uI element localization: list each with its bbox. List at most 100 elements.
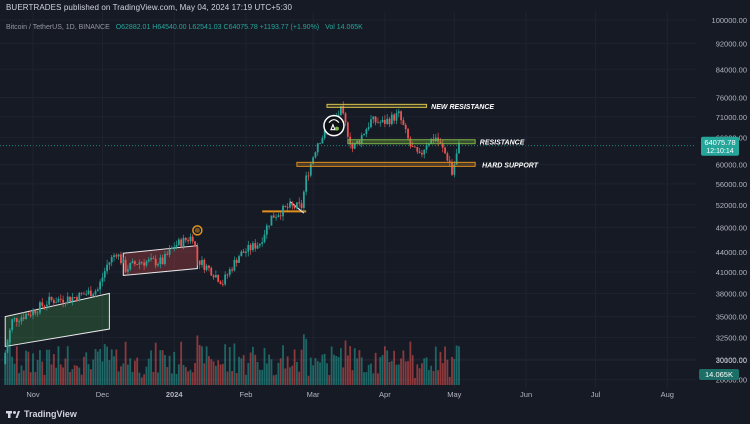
volume-bar [36,360,39,385]
price-tick-label: 38000.00 [716,289,747,298]
candle-body [85,293,88,295]
candle-body [421,152,423,155]
volume-bar [85,352,88,385]
volume-bar [268,354,271,385]
symbol-name[interactable]: Bitcoin / TetherUS, 1D, BINANCE [6,24,110,31]
volume-bar [233,343,236,385]
volume-bar [404,361,407,385]
volume-bar [277,362,280,385]
candle-body [458,142,460,154]
candle-body [171,247,173,249]
candle-body [219,281,222,284]
volume-bar [455,345,458,385]
volume-bar [196,335,199,385]
price-tick-label: 35000.00 [716,313,747,322]
volume-bar [411,355,414,385]
candle-body [427,143,430,146]
candle-body [358,140,361,144]
volume-bar [430,365,433,385]
candle-body [367,127,370,130]
candle-body [242,251,245,253]
candle-body [94,291,97,295]
candle-body [256,245,259,249]
candle-body [196,246,199,261]
candle-body [231,269,233,271]
volume-bar [66,346,69,385]
volume-bar [154,342,157,385]
volume-bar [279,358,282,385]
candle-body [159,257,162,265]
volume-bar [45,349,48,385]
time-axis: Nov Dec 2024 Feb Mar Apr May Jun Jul Aug [26,390,674,399]
candle-body [80,292,83,294]
volume-bar [265,363,268,385]
volume-bar [323,353,326,385]
time-tick-label: Apr [379,390,391,399]
price-tick-label: 100000.00 [712,16,747,25]
candle-body [221,283,224,285]
candle-body [62,299,64,303]
candle-body [182,237,185,247]
candle-body [22,317,25,319]
volume-bar [302,334,305,385]
candle-body [20,317,23,322]
candle-body [390,114,393,125]
candle-body [69,296,71,302]
candle-body [400,111,402,121]
top-marker-dot [194,227,200,233]
candle-body [395,113,398,121]
volume-bar [210,359,213,385]
volume-bar [50,364,53,385]
candle-body [275,216,277,218]
volume-bar [275,374,277,385]
candle-body [122,259,125,264]
volume-bar [272,375,275,385]
candle-body [448,160,451,162]
candle-body [423,149,426,155]
volume-bar [245,374,247,385]
candle-body [316,143,319,153]
candle-body [177,239,180,245]
volume-bar [108,360,111,385]
volume-bar [138,372,141,385]
price-tick-label: 28000.00 [716,376,747,385]
price-axis-bg [696,0,750,395]
candle-body [64,302,67,304]
volume-bar [370,363,372,385]
candle-body [344,113,347,123]
volume-bar [263,347,266,385]
volume-bar [390,361,393,385]
candle-body [214,275,217,278]
candle-body [203,259,206,270]
brand-name[interactable]: TradingView [24,409,77,419]
volume-bar [337,357,340,385]
volume-bar [383,346,386,385]
candle-body [414,146,416,148]
candle-body [386,118,389,124]
volume-bar [182,364,185,385]
candle-body [451,161,453,175]
volume-bar [157,372,159,385]
price-tick-label: 92000.00 [716,40,747,49]
candle-body [106,264,108,272]
candle-body [145,261,148,266]
candle-body [388,118,391,125]
volume-bar [22,370,25,385]
volume-bar [59,364,62,385]
volume-bar [4,355,7,385]
candle-body [418,151,421,153]
candle-body [66,296,69,304]
volume-bar [168,355,171,385]
volume-bar [305,338,308,385]
price-tick-label: 32500.00 [716,334,747,343]
last-price-label: 64075.78 [704,138,735,147]
candle-body [439,141,442,144]
candle-body [309,163,312,176]
candle-body [41,302,44,306]
volume-bar [228,346,231,385]
candle-body [258,243,261,246]
volume-bar [221,363,224,385]
volume-bar [421,363,423,385]
bull-badge-dot [334,126,339,131]
